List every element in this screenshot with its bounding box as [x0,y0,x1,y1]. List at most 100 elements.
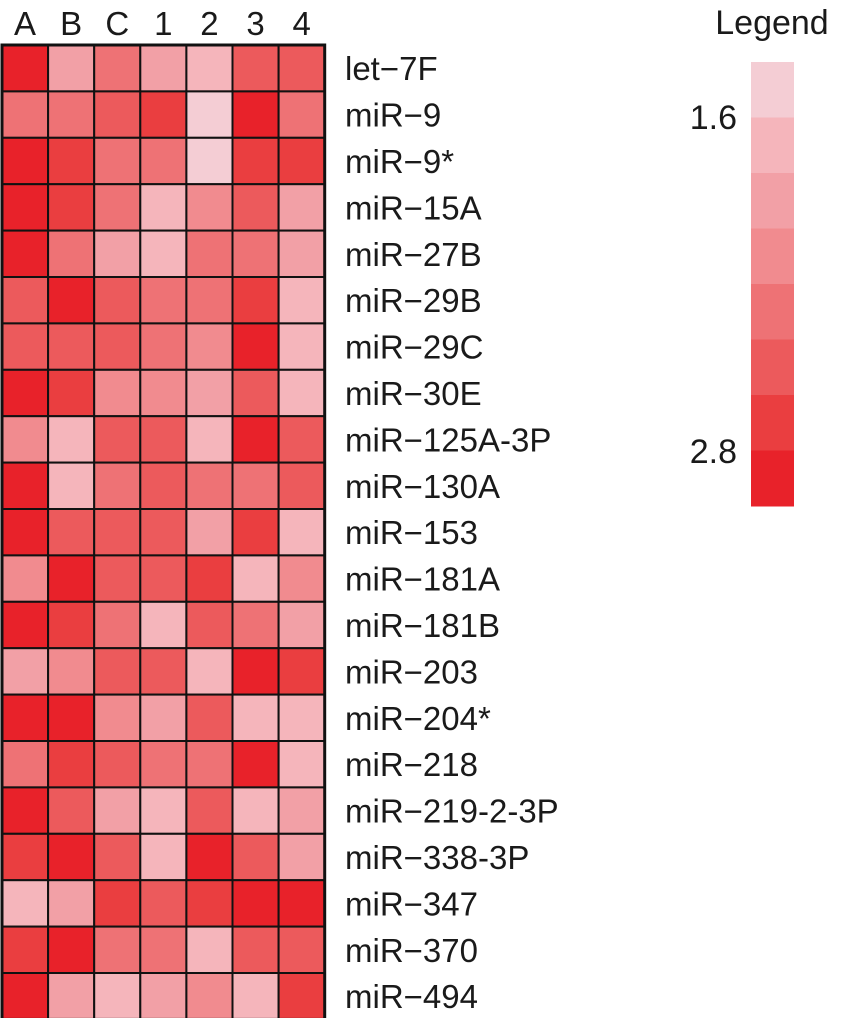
heatmap-cell [47,44,96,93]
row-label: miR−181A [345,561,500,598]
heatmap-cell [277,322,326,371]
heatmap-cell [47,554,96,603]
heatmap-cell [47,786,96,835]
legend-swatch [751,284,794,340]
heatmap-cell [93,415,142,464]
row-label: miR−130A [345,468,500,505]
heatmap-cell [277,461,326,511]
heatmap-cell [231,136,280,186]
row-label: miR−204* [345,700,491,737]
heatmap-cell [1,183,50,232]
heatmap-cell [1,554,50,603]
heatmap-cell [231,972,280,1018]
heatmap-cell [277,229,326,279]
heatmap-cell [231,554,280,603]
heatmap-cell [185,786,234,835]
heatmap-cell [139,740,188,789]
heatmap-cell [93,508,142,557]
heatmap-cell [277,832,326,882]
heatmap-cell [139,600,188,650]
heatmap-cell [93,276,142,325]
heatmap-cell [185,832,234,882]
heatmap-cell [1,740,50,789]
heatmap-cell [231,693,280,742]
heatmap-cell [93,554,142,603]
heatmap-cell [277,276,326,325]
column-label: 2 [200,5,218,42]
heatmap-cell [277,647,326,696]
heatmap-cell [277,740,326,789]
heatmap-cell [185,508,234,557]
heatmap-cell [47,879,96,928]
heatmap-cell [1,276,50,325]
row-label: miR−29C [345,329,483,366]
heatmap-cell [185,740,234,789]
row-label: miR−9 [345,97,441,134]
legend-tick-label: 2.8 [690,433,737,471]
heatmap-cell [231,925,280,974]
heatmap-cell [47,183,96,232]
row-label: miR−494 [345,978,478,1015]
heatmap-cell [47,693,96,742]
heatmap-cell [231,786,280,835]
heatmap-cell [185,693,234,742]
column-label: 3 [246,5,264,42]
heatmap-cell [1,229,50,279]
heatmap-cell [47,136,96,186]
column-label: C [105,5,129,42]
heatmap-cell [185,461,234,511]
heatmap-cell [185,44,234,93]
column-label: 4 [292,5,310,42]
heatmap-cell [1,136,50,186]
heatmap-cell [277,972,326,1018]
heatmap-cell [47,461,96,511]
row-label: miR−203 [345,653,478,690]
heatmap-cell [231,508,280,557]
heatmap-cell [93,44,142,93]
heatmap-cell [1,90,50,139]
heatmap-cell [231,322,280,371]
heatmap-cell [277,44,326,93]
heatmap-cell [93,740,142,789]
heatmap-cell [47,740,96,789]
heatmap-cell [1,600,50,650]
heatmap-cell [47,647,96,696]
row-label: let−7F [345,50,438,87]
row-label: miR−338-3P [345,839,529,876]
heatmap-cell [185,415,234,464]
heatmap-cell [185,136,234,186]
heatmap-cell [185,600,234,650]
heatmap-cell [231,229,280,279]
heatmap-cell [139,415,188,464]
heatmap-cell [277,879,326,928]
heatmap-cell [139,461,188,511]
heatmap-cells [1,44,326,1018]
legend-tick-label: 1.6 [690,99,737,137]
heatmap-cell [1,368,50,418]
heatmap-cell [93,136,142,186]
heatmap-cell [1,647,50,696]
heatmap-cell [139,183,188,232]
row-label: miR−29B [345,282,482,319]
heatmap-cell [277,600,326,650]
row-label: miR−9* [345,143,454,180]
heatmap-cell [185,322,234,371]
legend-swatch [751,395,794,451]
heatmap-cell [231,740,280,789]
heatmap-cell [139,322,188,371]
heatmap-cell [185,276,234,325]
heatmap-cell [93,972,142,1018]
column-label: A [14,5,36,42]
heatmap-cell [1,322,50,371]
heatmap-cell [139,90,188,139]
heatmap-cell [139,229,188,279]
heatmap-cell [93,832,142,882]
heatmap-cell [277,368,326,418]
heatmap-cell [47,322,96,371]
column-label: 1 [154,5,172,42]
legend-ticks: 1.6 2.8 [690,99,737,471]
heatmap-cell [93,600,142,650]
heatmap-cell [277,786,326,835]
heatmap-cell [231,44,280,93]
